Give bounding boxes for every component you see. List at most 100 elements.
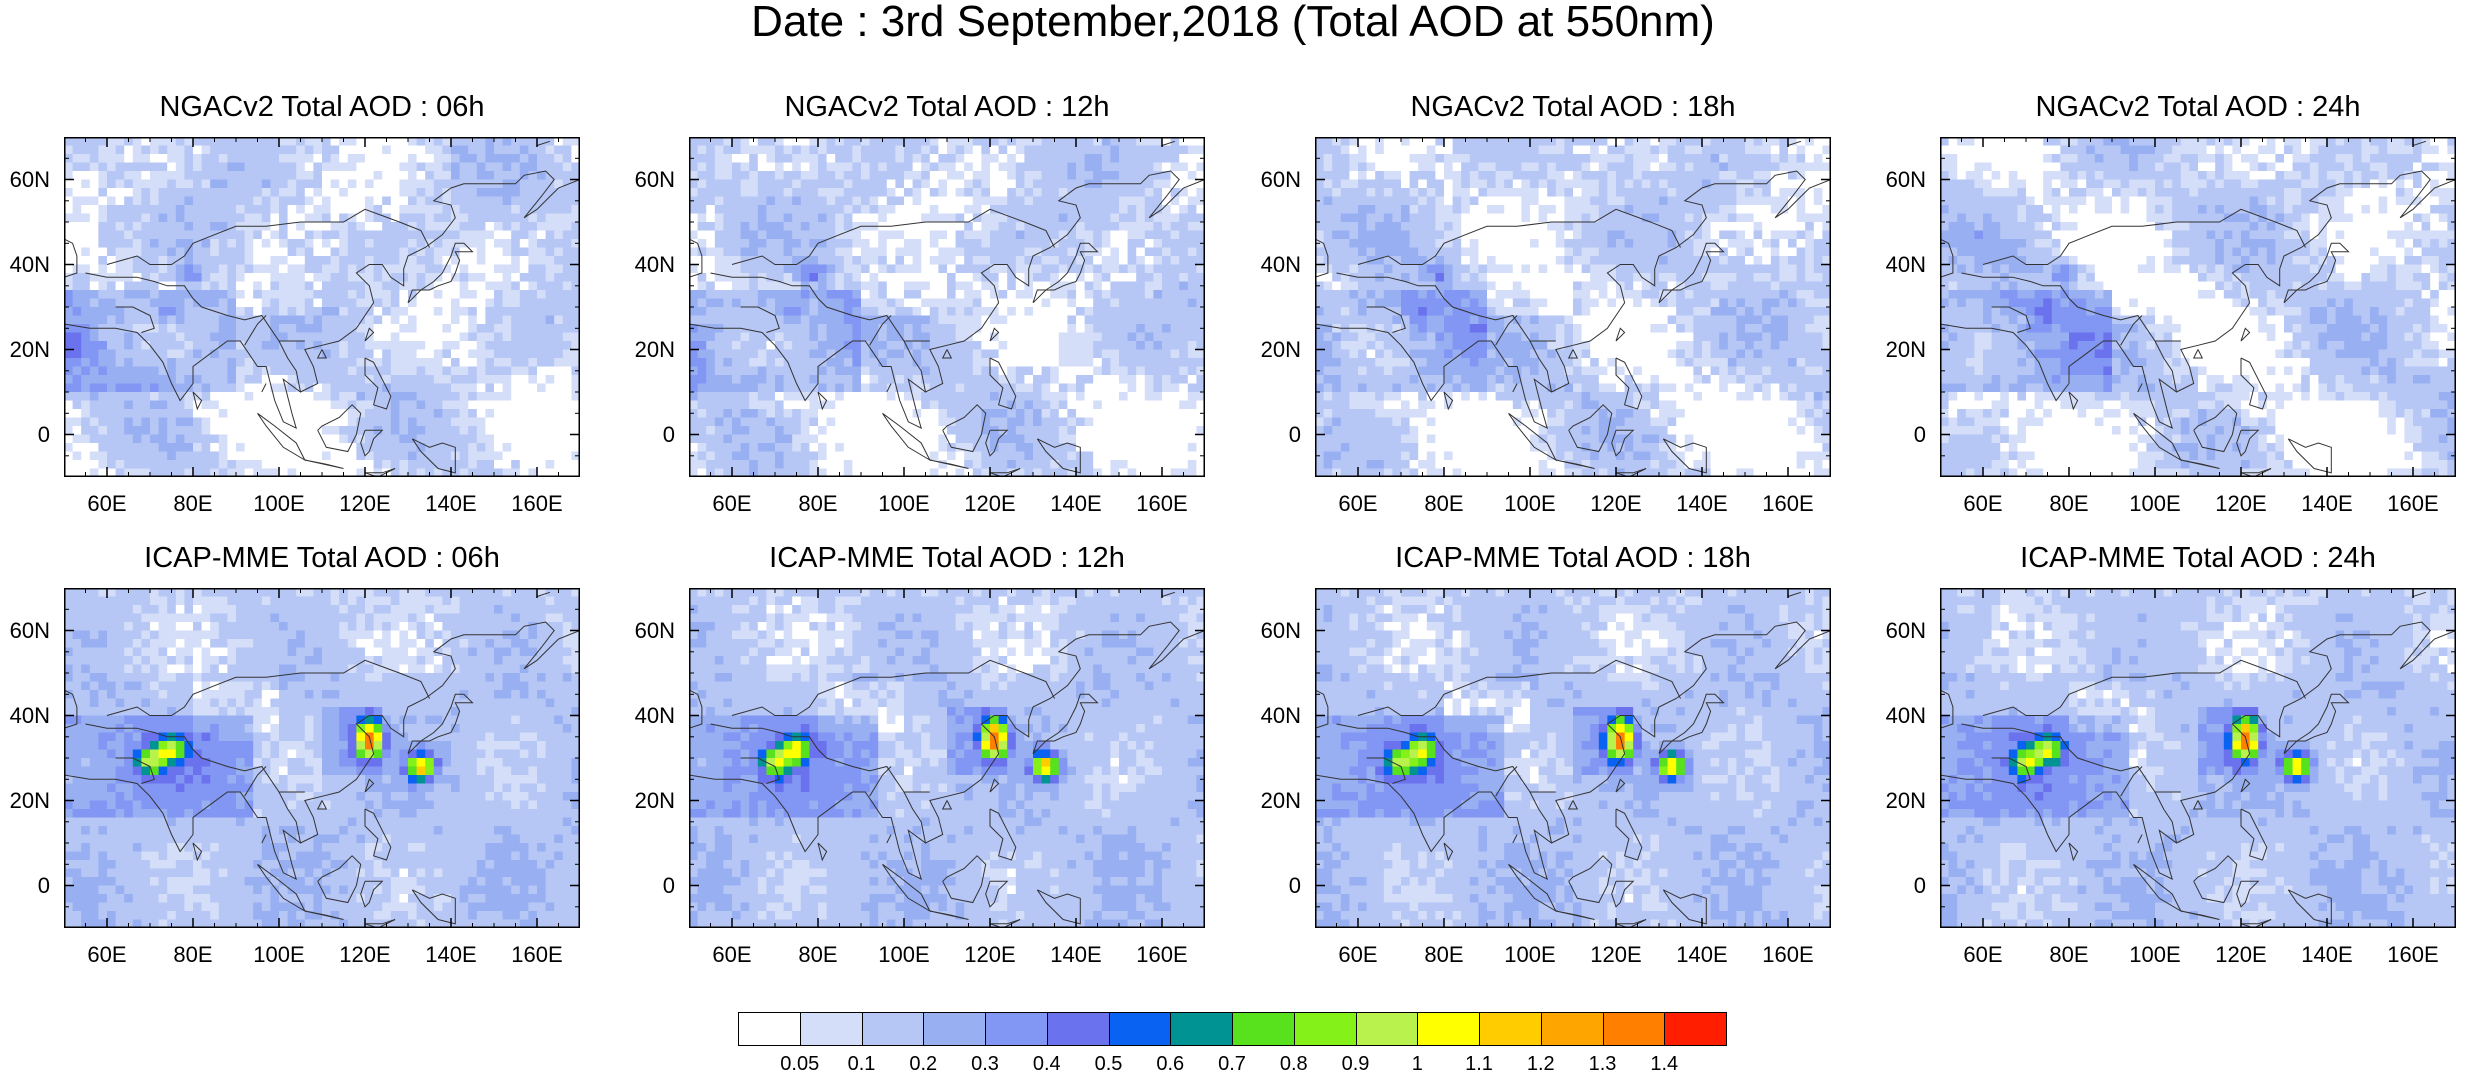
lat-tick-label: 60N — [0, 169, 50, 191]
lon-tick-label: 120E — [1576, 944, 1656, 966]
colorbar-swatch — [1603, 1012, 1666, 1046]
lat-tick-label: 60N — [0, 620, 50, 642]
colorbar-swatch — [1356, 1012, 1419, 1046]
lon-tick-label: 140E — [1662, 944, 1742, 966]
colorbar-swatch — [1047, 1012, 1110, 1046]
lat-tick-label: 20N — [1241, 790, 1301, 812]
lat-tick-label: 0 — [615, 875, 675, 897]
panel-title: NGACv2 Total AOD : 24h — [1898, 91, 2466, 123]
lon-tick-label: 160E — [2373, 944, 2453, 966]
lat-tick-label: 20N — [1866, 339, 1926, 361]
aod-map-icap-mme-4 — [64, 588, 580, 928]
lon-tick-label: 120E — [950, 944, 1030, 966]
lat-tick-label: 0 — [1866, 875, 1926, 897]
panel-title: NGACv2 Total AOD : 18h — [1273, 91, 1873, 123]
lat-tick-label: 40N — [1866, 254, 1926, 276]
colorbar-swatch — [1541, 1012, 1604, 1046]
colorbar-swatch — [1170, 1012, 1233, 1046]
colorbar-label: 0.7 — [1202, 1054, 1262, 1074]
lon-tick-label: 80E — [778, 493, 858, 515]
panel-title: ICAP-MME Total AOD : 12h — [647, 542, 1247, 574]
colorbar-label: 1 — [1387, 1054, 1447, 1074]
colorbar-label: 0.3 — [955, 1054, 1015, 1074]
lon-tick-label: 80E — [2029, 493, 2109, 515]
figure-title: Date : 3rd September,2018 (Total AOD at … — [0, 0, 2466, 44]
colorbar-label: 0.9 — [1326, 1054, 1386, 1074]
lat-tick-label: 20N — [615, 790, 675, 812]
lon-tick-label: 60E — [67, 493, 147, 515]
panel-title: ICAP-MME Total AOD : 24h — [1898, 542, 2466, 574]
colorbar-swatch — [1232, 1012, 1295, 1046]
lon-tick-label: 80E — [1404, 493, 1484, 515]
lat-tick-label: 60N — [1866, 169, 1926, 191]
lon-tick-label: 120E — [325, 493, 405, 515]
lon-tick-label: 60E — [692, 493, 772, 515]
lon-tick-label: 100E — [864, 944, 944, 966]
lon-tick-label: 100E — [1490, 944, 1570, 966]
lat-tick-label: 0 — [0, 875, 50, 897]
colorbar-label: 0.5 — [1079, 1054, 1139, 1074]
colorbar-label: 1.2 — [1511, 1054, 1571, 1074]
colorbar-label: 1.1 — [1449, 1054, 1509, 1074]
lat-tick-label: 40N — [615, 705, 675, 727]
panel-title: NGACv2 Total AOD : 12h — [647, 91, 1247, 123]
lon-tick-label: 120E — [325, 944, 405, 966]
lon-tick-label: 160E — [1748, 944, 1828, 966]
colorbar-swatch — [1664, 1012, 1727, 1046]
colorbar-swatch — [1294, 1012, 1357, 1046]
lon-tick-label: 80E — [1404, 944, 1484, 966]
lon-tick-label: 60E — [1318, 493, 1398, 515]
lon-tick-label: 140E — [1036, 944, 1116, 966]
lon-tick-label: 80E — [2029, 944, 2109, 966]
lat-tick-label: 0 — [1241, 875, 1301, 897]
lat-tick-label: 60N — [1241, 169, 1301, 191]
colorbar-swatch — [1417, 1012, 1480, 1046]
lon-tick-label: 80E — [153, 493, 233, 515]
lon-tick-label: 140E — [411, 944, 491, 966]
lon-tick-label: 80E — [778, 944, 858, 966]
lat-tick-label: 20N — [0, 790, 50, 812]
lon-tick-label: 160E — [1748, 493, 1828, 515]
colorbar-swatch — [985, 1012, 1048, 1046]
lon-tick-label: 140E — [2287, 493, 2367, 515]
aod-map-icap-mme-7 — [1940, 588, 2456, 928]
lon-tick-label: 60E — [692, 944, 772, 966]
lon-tick-label: 60E — [1943, 493, 2023, 515]
lon-tick-label: 160E — [1122, 493, 1202, 515]
lat-tick-label: 40N — [1241, 254, 1301, 276]
colorbar-swatch — [1479, 1012, 1542, 1046]
lon-tick-label: 120E — [2201, 493, 2281, 515]
lon-tick-label: 120E — [1576, 493, 1656, 515]
aod-map-icap-mme-5 — [689, 588, 1205, 928]
lon-tick-label: 160E — [497, 944, 577, 966]
lon-tick-label: 140E — [2287, 944, 2367, 966]
panel-title: ICAP-MME Total AOD : 18h — [1273, 542, 1873, 574]
aod-map-ngacv2-1 — [689, 137, 1205, 477]
lon-tick-label: 100E — [2115, 493, 2195, 515]
lon-tick-label: 160E — [1122, 944, 1202, 966]
lon-tick-label: 160E — [497, 493, 577, 515]
colorbar-swatch — [862, 1012, 925, 1046]
lon-tick-label: 120E — [950, 493, 1030, 515]
lat-tick-label: 60N — [1866, 620, 1926, 642]
lon-tick-label: 100E — [239, 944, 319, 966]
colorbar-swatch — [738, 1012, 801, 1046]
lon-tick-label: 100E — [864, 493, 944, 515]
lat-tick-label: 40N — [0, 254, 50, 276]
panel-title: NGACv2 Total AOD : 06h — [22, 91, 622, 123]
colorbar-label: 1.3 — [1573, 1054, 1633, 1074]
lat-tick-label: 0 — [1241, 424, 1301, 446]
panel-title: ICAP-MME Total AOD : 06h — [22, 542, 622, 574]
lat-tick-label: 20N — [1866, 790, 1926, 812]
aod-map-ngacv2-3 — [1940, 137, 2456, 477]
lon-tick-label: 100E — [1490, 493, 1570, 515]
lon-tick-label: 60E — [1318, 944, 1398, 966]
colorbar-label: 0.6 — [1140, 1054, 1200, 1074]
lon-tick-label: 100E — [239, 493, 319, 515]
lon-tick-label: 140E — [1662, 493, 1742, 515]
lat-tick-label: 60N — [615, 620, 675, 642]
lat-tick-label: 0 — [0, 424, 50, 446]
colorbar-label: 0.4 — [1017, 1054, 1077, 1074]
lon-tick-label: 140E — [1036, 493, 1116, 515]
aod-map-ngacv2-2 — [1315, 137, 1831, 477]
